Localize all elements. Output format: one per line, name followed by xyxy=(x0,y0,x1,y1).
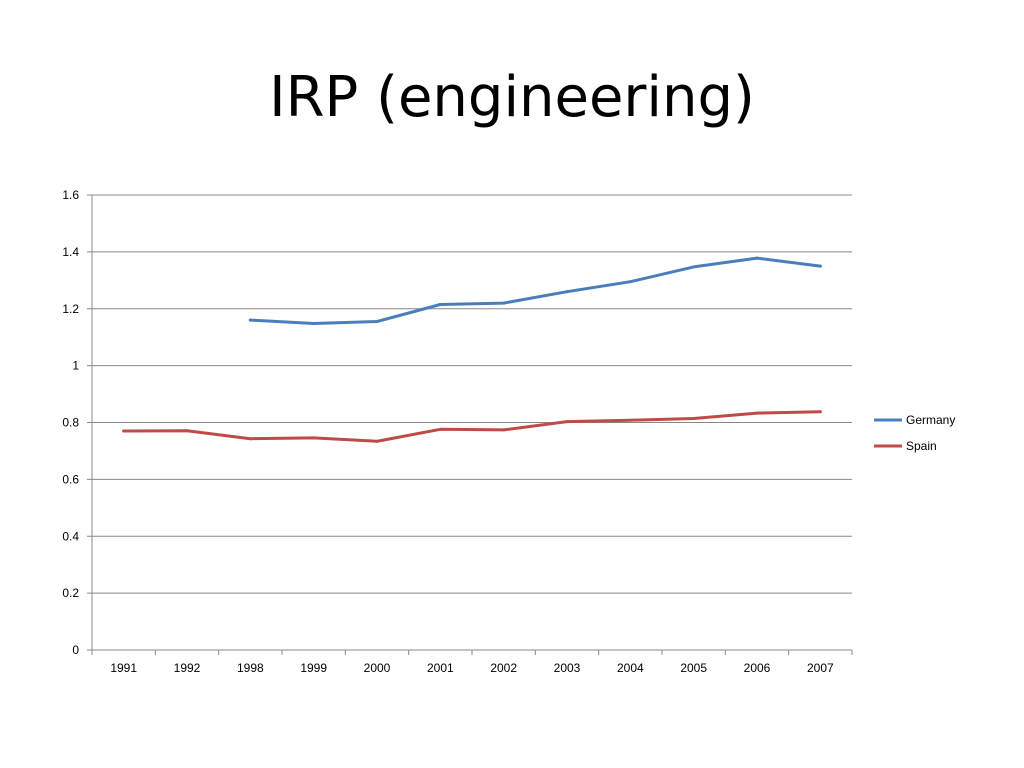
legend-label-spain: Spain xyxy=(906,439,937,453)
data-point-germany xyxy=(628,280,632,284)
series-line-germany xyxy=(248,256,822,325)
gridlines xyxy=(92,194,852,594)
y-tick-label: 1.2 xyxy=(62,302,79,316)
y-tick-label: 0.2 xyxy=(62,586,79,600)
y-tick-label: 0 xyxy=(72,643,79,657)
x-tick-label: 1998 xyxy=(237,661,264,675)
y-tick-label: 1 xyxy=(72,359,79,373)
data-point-spain xyxy=(248,437,252,441)
x-tick-label: 2004 xyxy=(617,661,644,675)
data-point-germany xyxy=(312,322,316,326)
legend: Germany Spain xyxy=(874,413,955,453)
x-tick-label: 2003 xyxy=(554,661,581,675)
axes: 0 0.2 0.4 0.6 0.8 1 1.2 1.4 1.6 1991 1992 1998 1999 2… xyxy=(62,188,853,675)
data-point-spain xyxy=(565,420,569,424)
x-tick-label: 1992 xyxy=(174,661,201,675)
x-tick-label: 2005 xyxy=(680,661,707,675)
series-lines xyxy=(122,256,822,443)
data-point-germany xyxy=(502,301,506,305)
data-point-germany xyxy=(375,320,379,324)
data-point-spain xyxy=(312,436,316,440)
y-tick-label: 1.6 xyxy=(62,188,79,202)
slide-title: IRP (engineering) xyxy=(269,65,755,130)
data-point-germany xyxy=(755,256,759,260)
data-point-spain xyxy=(438,427,442,431)
data-point-spain xyxy=(818,410,822,414)
data-point-spain xyxy=(185,429,189,433)
legend-label-germany: Germany xyxy=(906,413,955,427)
x-tick-label: 2002 xyxy=(490,661,517,675)
data-point-germany xyxy=(248,318,252,322)
x-tick-label: 1991 xyxy=(110,661,137,675)
data-point-spain xyxy=(502,428,506,432)
x-tick-label: 2006 xyxy=(744,661,771,675)
x-tick-label: 2001 xyxy=(427,661,454,675)
data-point-germany xyxy=(438,302,442,306)
y-tick-label: 1.4 xyxy=(62,245,79,259)
x-tick-label: 2000 xyxy=(364,661,391,675)
data-point-spain xyxy=(628,418,632,422)
data-point-germany xyxy=(818,264,822,268)
y-tick-label: 0.4 xyxy=(62,529,79,543)
data-point-spain xyxy=(375,439,379,443)
series-line-spain xyxy=(122,410,822,443)
data-point-germany xyxy=(692,265,696,269)
data-point-germany xyxy=(565,290,569,294)
x-tick-label: 1999 xyxy=(300,661,327,675)
data-point-spain xyxy=(122,429,126,433)
data-point-spain xyxy=(755,411,759,415)
data-point-spain xyxy=(692,417,696,421)
y-tick-label: 0.6 xyxy=(62,472,79,486)
y-tick-label: 0.8 xyxy=(62,416,79,430)
x-tick-label: 2007 xyxy=(807,661,834,675)
